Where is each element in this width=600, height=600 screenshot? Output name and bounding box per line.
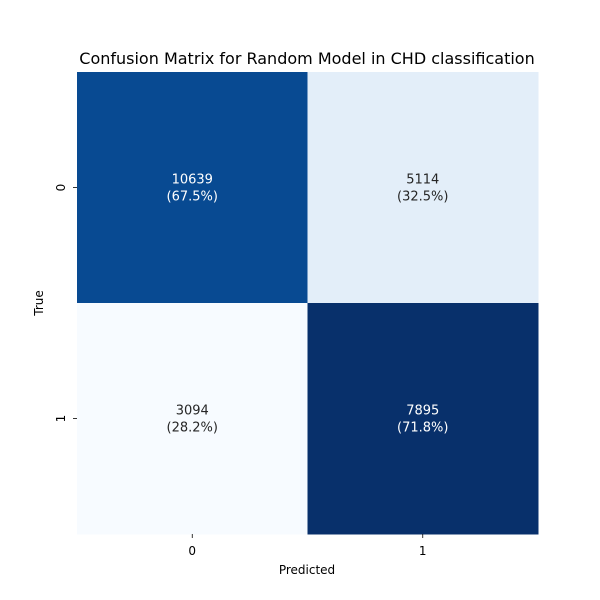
y-axis-ticks: 01 xyxy=(54,184,77,423)
cell-count-label-1-0: 3094 xyxy=(176,404,209,419)
cell-percent-label-1-1: (71.8%) xyxy=(397,421,448,436)
chart-title: Confusion Matrix for Random Model in CHD… xyxy=(79,49,534,68)
y-axis-label: True xyxy=(32,290,46,317)
heatmap-cells: 10639 (67.5%) 5114 (32.5%) 3094 (28.2%) 7895 (7… xyxy=(77,72,539,535)
heatmap-cell-1-0 xyxy=(77,303,308,535)
y-tick-label-1: 1 xyxy=(54,415,68,423)
y-tick-label-0: 0 xyxy=(54,184,68,192)
cell-percent-label-0-0: (67.5%) xyxy=(167,190,218,205)
heatmap-cell-0-1 xyxy=(307,72,539,304)
x-axis-label: Predicted xyxy=(279,563,335,577)
heatmap-cell-1-1 xyxy=(307,303,539,535)
cell-count-label-0-0: 10639 xyxy=(172,173,213,188)
x-tick-label-0: 0 xyxy=(188,544,196,558)
heatmap-cell-0-0 xyxy=(77,72,308,304)
cell-count-label-0-1: 5114 xyxy=(406,173,439,188)
cell-count-label-1-1: 7895 xyxy=(406,404,439,419)
cell-percent-label-0-1: (32.5%) xyxy=(397,190,448,205)
cell-percent-label-1-0: (28.2%) xyxy=(167,421,218,436)
x-tick-label-1: 1 xyxy=(419,544,427,558)
